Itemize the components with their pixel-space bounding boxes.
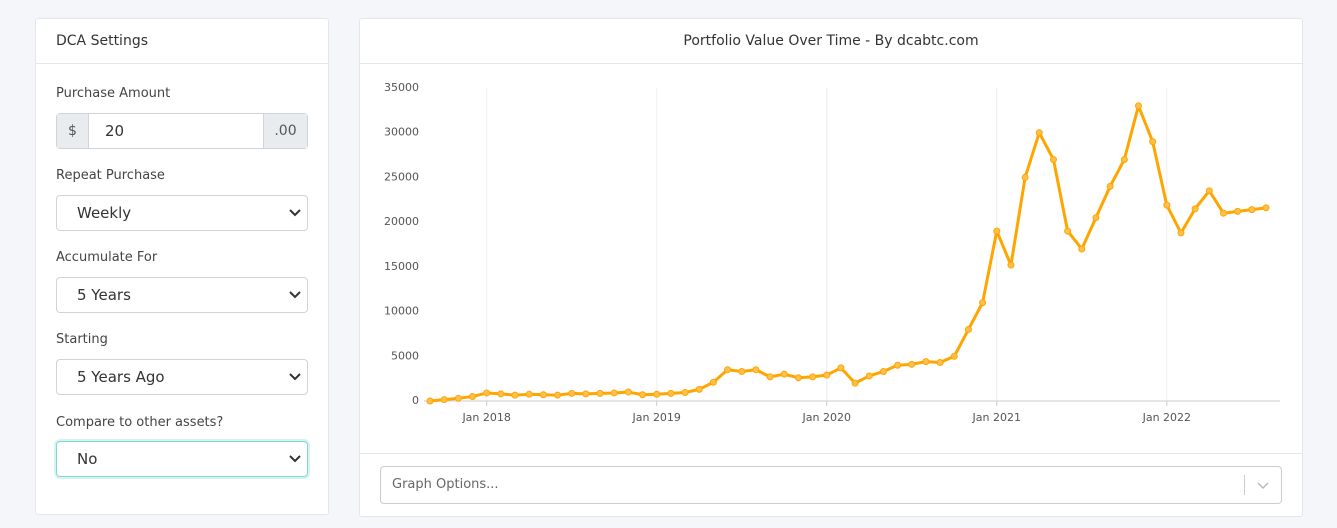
prefix: $	[57, 114, 89, 148]
field-label: Compare to other assets?	[56, 415, 224, 430]
select-value: Weekly	[77, 204, 132, 222]
select[interactable]: 5 Years	[56, 277, 308, 313]
select-value: 5 Years	[77, 286, 131, 304]
separator	[1244, 475, 1245, 495]
chart-title: Portfolio Value Over Time - By dcabtc.co…	[360, 19, 1302, 64]
suffix: .00	[263, 114, 307, 148]
field-label: Accumulate For	[56, 250, 158, 265]
field-label: Purchase Amount	[56, 86, 171, 101]
chevron	[289, 373, 301, 381]
settings-card: DCA Settings Purchase Amount $ 20 .00 Re…	[35, 18, 329, 515]
amount-value: 20	[105, 122, 125, 140]
chevron	[289, 455, 301, 463]
select[interactable]: No	[56, 441, 308, 477]
select[interactable]: Weekly	[56, 195, 308, 231]
chevron	[289, 209, 301, 217]
settings-title: DCA Settings	[36, 19, 328, 64]
placeholder: Graph Options...	[392, 477, 499, 492]
chevron	[1257, 482, 1269, 490]
field-label: Starting	[56, 332, 108, 347]
select-value: No	[77, 450, 98, 468]
amount-input[interactable]: $ 20 .00	[56, 113, 308, 149]
graph-options[interactable]: Graph Options...	[380, 466, 1282, 504]
chart-card: Portfolio Value Over Time - By dcabtc.co…	[359, 18, 1303, 517]
chevron	[289, 291, 301, 299]
divider	[360, 453, 1302, 454]
select-value: 5 Years Ago	[77, 368, 165, 386]
field-label: Repeat Purchase	[56, 168, 165, 183]
select[interactable]: 5 Years Ago	[56, 359, 308, 395]
